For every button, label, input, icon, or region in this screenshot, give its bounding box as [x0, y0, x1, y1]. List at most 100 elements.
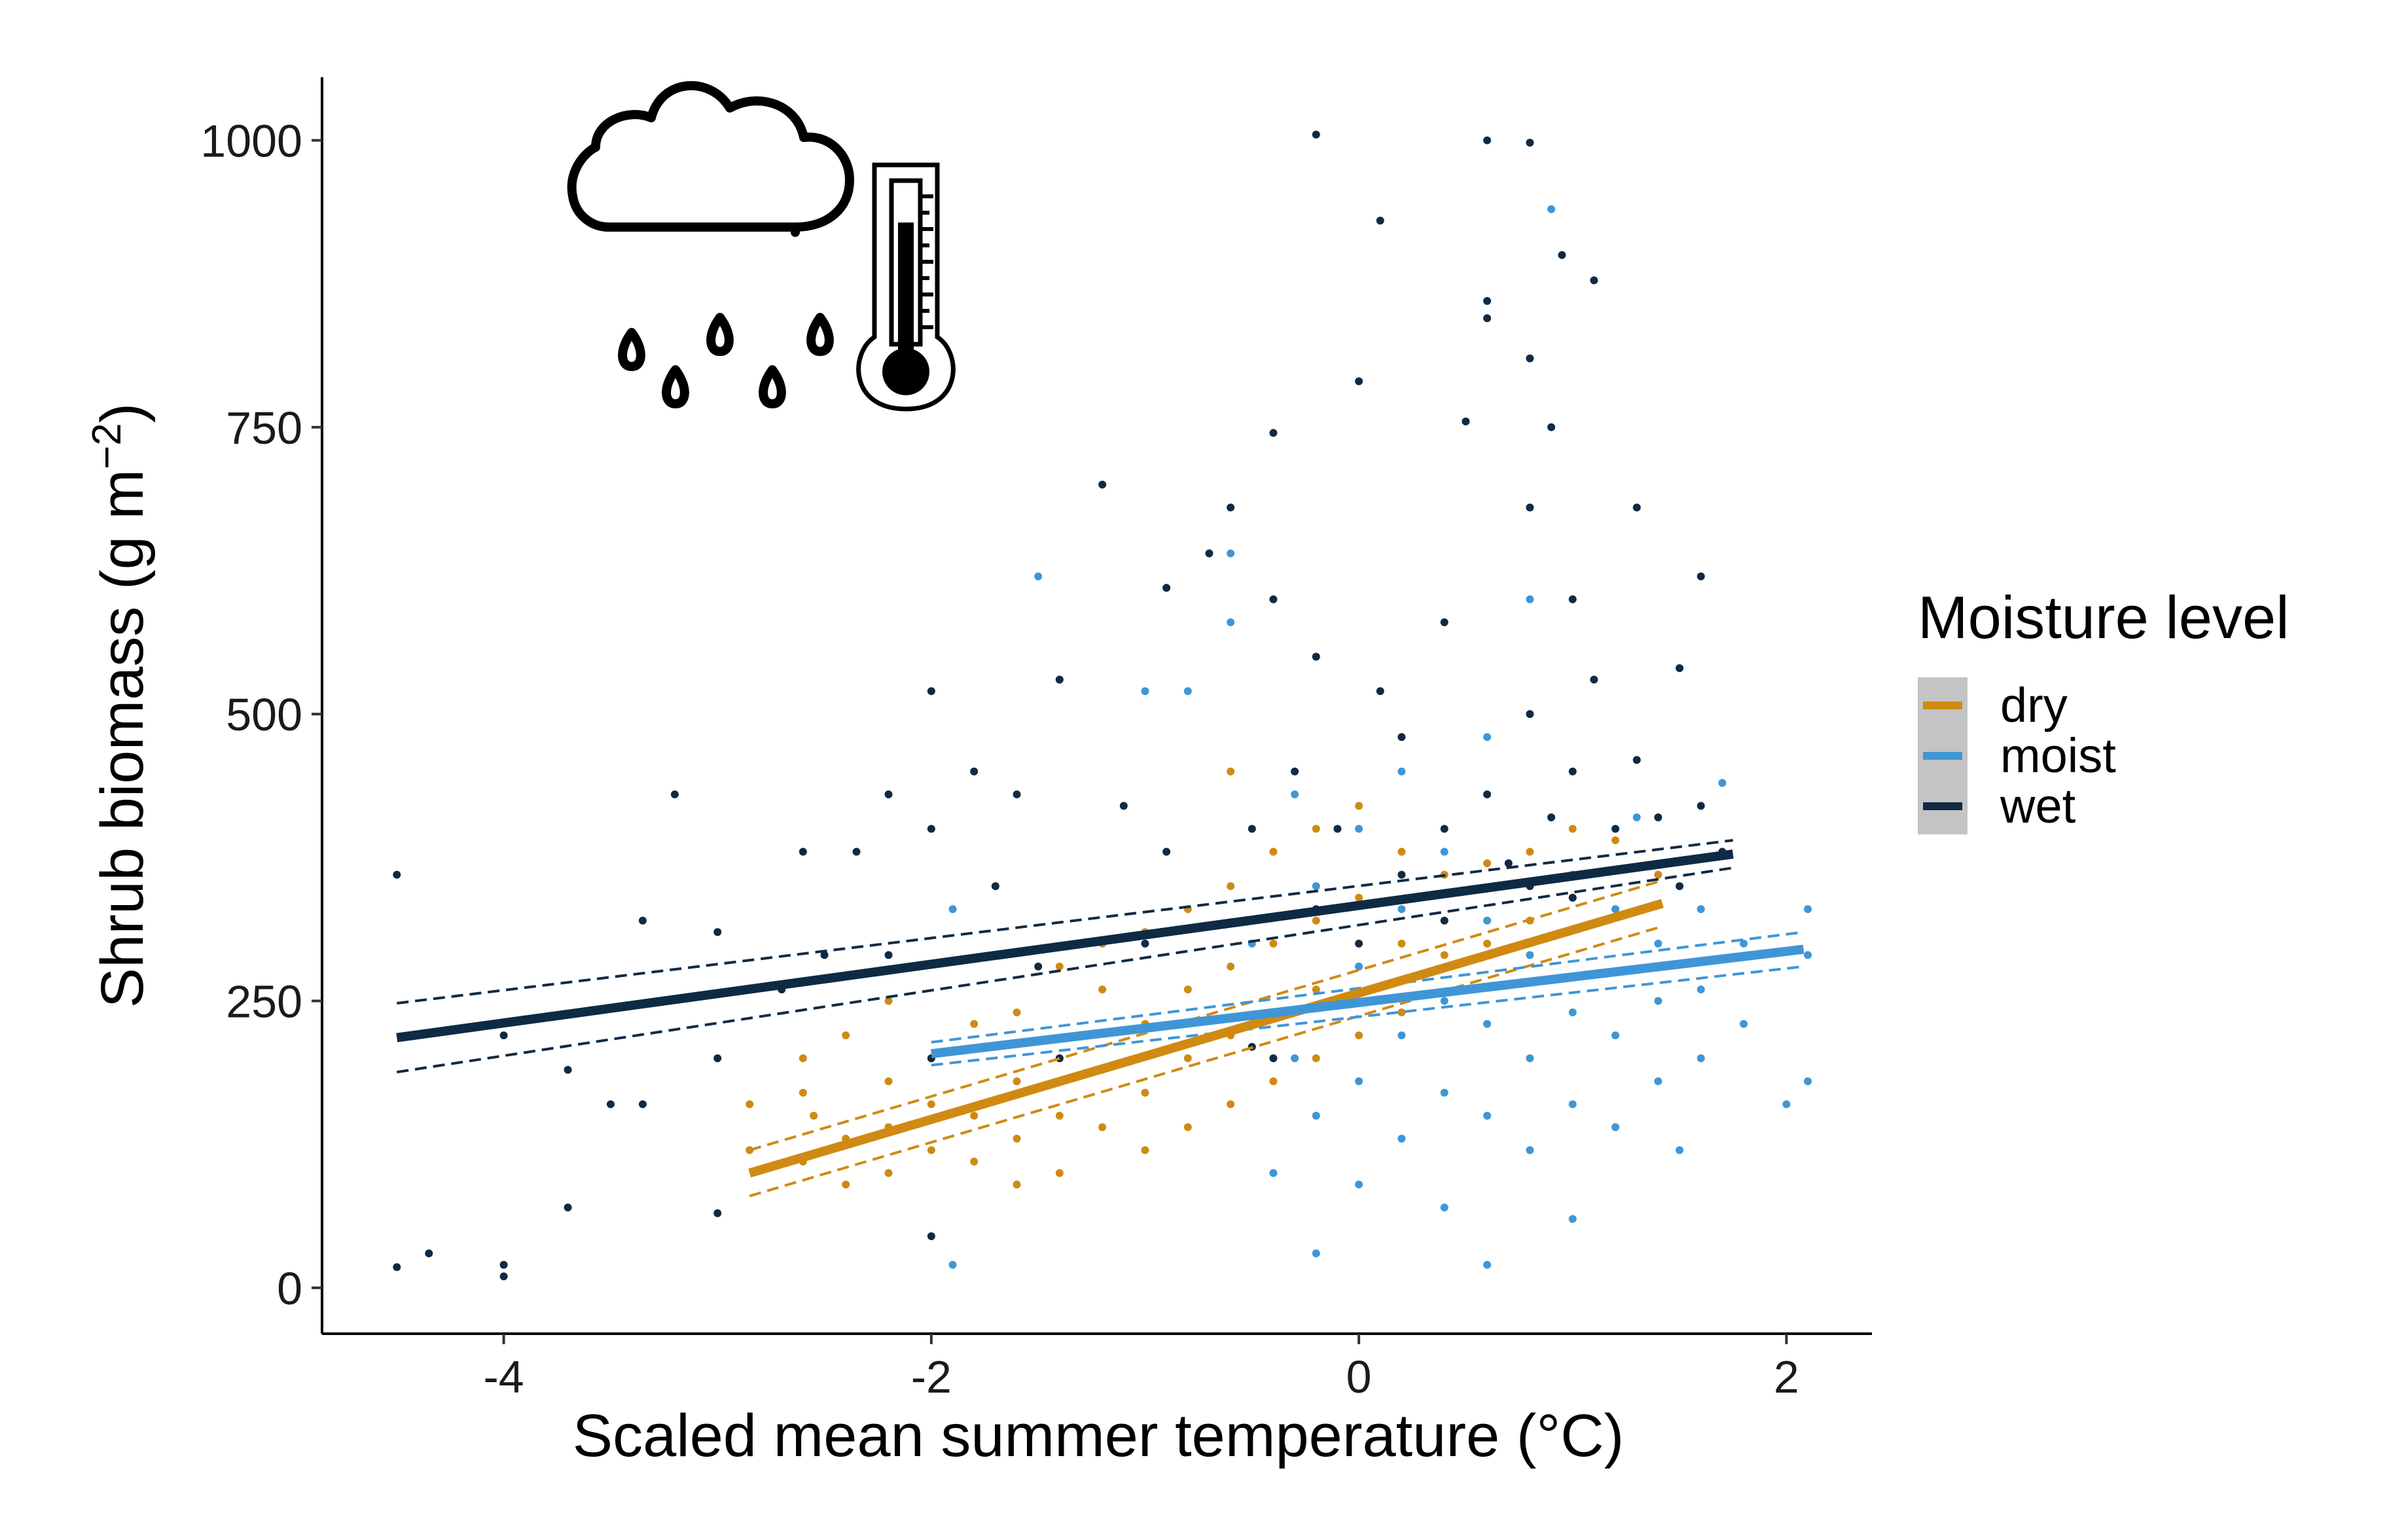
data-point-dry [1397, 1008, 1406, 1017]
data-point-dry [842, 1181, 850, 1189]
data-point-moist [1483, 1020, 1492, 1028]
data-point-moist [1526, 951, 1534, 959]
data-point-wet [1440, 618, 1448, 626]
thermometer-bulb [882, 348, 929, 395]
data-point-dry [1055, 962, 1064, 971]
confidence-bands [397, 839, 1804, 1198]
data-point-moist [1483, 1260, 1492, 1269]
data-point-dry [1355, 802, 1363, 810]
data-point-wet [1676, 882, 1684, 891]
raindrop-icon [806, 313, 834, 356]
data-point-dry [927, 1100, 935, 1109]
y-tick-label: 250 [226, 976, 302, 1027]
data-point-moist [1740, 939, 1748, 948]
data-point-moist [1440, 1203, 1448, 1212]
data-point-wet [1013, 790, 1021, 798]
data-point-moist [1526, 595, 1534, 603]
data-point-dry [1141, 1088, 1149, 1097]
data-point-dry [1568, 825, 1577, 833]
data-point-wet [425, 1249, 433, 1258]
data-point-moist [1547, 205, 1556, 213]
data-point-moist [948, 1260, 957, 1269]
data-point-wet [1568, 893, 1577, 902]
thermometer-icon [856, 162, 956, 412]
fit-line-dry [748, 899, 1664, 1178]
data-point-wet [1312, 652, 1320, 661]
data-point-wet [1483, 790, 1492, 798]
data-point-wet [713, 1209, 722, 1217]
data-point-wet [1632, 503, 1641, 512]
data-point-wet [1654, 813, 1662, 821]
data-point-wet [884, 790, 893, 798]
fit-line-moist [931, 944, 1805, 1059]
data-point-dry [1483, 939, 1492, 948]
data-point-wet [499, 1031, 508, 1040]
data-point-moist [1397, 1134, 1406, 1143]
data-point-wet [1526, 138, 1534, 147]
y-ticks: 0 250 500 750 1000 [200, 115, 322, 1314]
thermometer-scale [920, 194, 933, 329]
data-point-wet [927, 687, 935, 696]
data-point-moist [1697, 905, 1705, 914]
data-point-dry [799, 1054, 807, 1063]
data-point-dry [970, 1020, 979, 1028]
data-point-moist [1291, 790, 1299, 798]
x-tick-label: 0 [1346, 1351, 1372, 1402]
ci-lower-dry [749, 925, 1663, 1198]
data-point-dry [1611, 836, 1620, 845]
data-point-dry [1355, 893, 1363, 902]
data-point-dry [1098, 985, 1107, 993]
raindrop-icon [706, 313, 734, 356]
cloud-icon [567, 81, 854, 232]
data-point-wet [1333, 825, 1342, 833]
data-point-dry [1227, 1100, 1235, 1109]
data-point-wet [393, 1263, 401, 1272]
data-point-moist [1397, 905, 1406, 914]
legend-title: Moisture level [1918, 584, 2290, 651]
data-point-moist [1141, 687, 1149, 696]
data-point-wet [1483, 296, 1492, 305]
data-point-moist [1654, 1077, 1662, 1086]
data-point-moist [948, 905, 957, 914]
data-point-moist [1697, 985, 1705, 993]
thermometer-outline [856, 162, 956, 412]
y-tick-label: 750 [226, 402, 302, 454]
data-point-wet [1526, 710, 1534, 719]
data-point-moist [1355, 1181, 1363, 1189]
data-point-wet [1590, 675, 1598, 684]
data-point-wet [1269, 429, 1278, 437]
data-point-moist [1632, 813, 1641, 821]
data-point-dry [1483, 859, 1492, 868]
data-point-wet [927, 1232, 935, 1240]
data-point-wet [638, 1100, 647, 1109]
data-point-moist [1440, 1088, 1448, 1097]
data-point-wet [991, 882, 999, 891]
data-point-dry [746, 1100, 754, 1109]
data-point-wet [1483, 314, 1492, 323]
data-point-dry [884, 1077, 893, 1086]
data-point-moist [1034, 572, 1043, 580]
data-point-wet [1440, 916, 1448, 925]
data-point-moist [1355, 962, 1363, 971]
legend-label-dry: dry [2000, 678, 2068, 732]
legend-label-moist: moist [2000, 728, 2116, 783]
data-point-wet [884, 951, 893, 959]
data-point-dry [1269, 939, 1278, 948]
raindrop-icon [618, 328, 645, 371]
data-point-moist [1312, 1111, 1320, 1120]
data-point-wet [1483, 136, 1492, 145]
data-point-moist [1483, 1111, 1492, 1120]
ci-lower-wet [397, 866, 1733, 1074]
data-point-dry [1397, 939, 1406, 948]
data-point-moist [1291, 1054, 1299, 1063]
data-point-moist [1526, 1146, 1534, 1154]
data-point-dry [1098, 1123, 1107, 1131]
data-point-moist [1227, 618, 1235, 626]
data-point-dry [1312, 825, 1320, 833]
data-point-wet [499, 1272, 508, 1281]
data-point-dry [927, 1146, 935, 1154]
data-point-wet [1611, 825, 1620, 833]
data-point-moist [1355, 1077, 1363, 1086]
data-point-moist [1312, 1249, 1320, 1258]
data-point-dry [884, 997, 893, 1005]
